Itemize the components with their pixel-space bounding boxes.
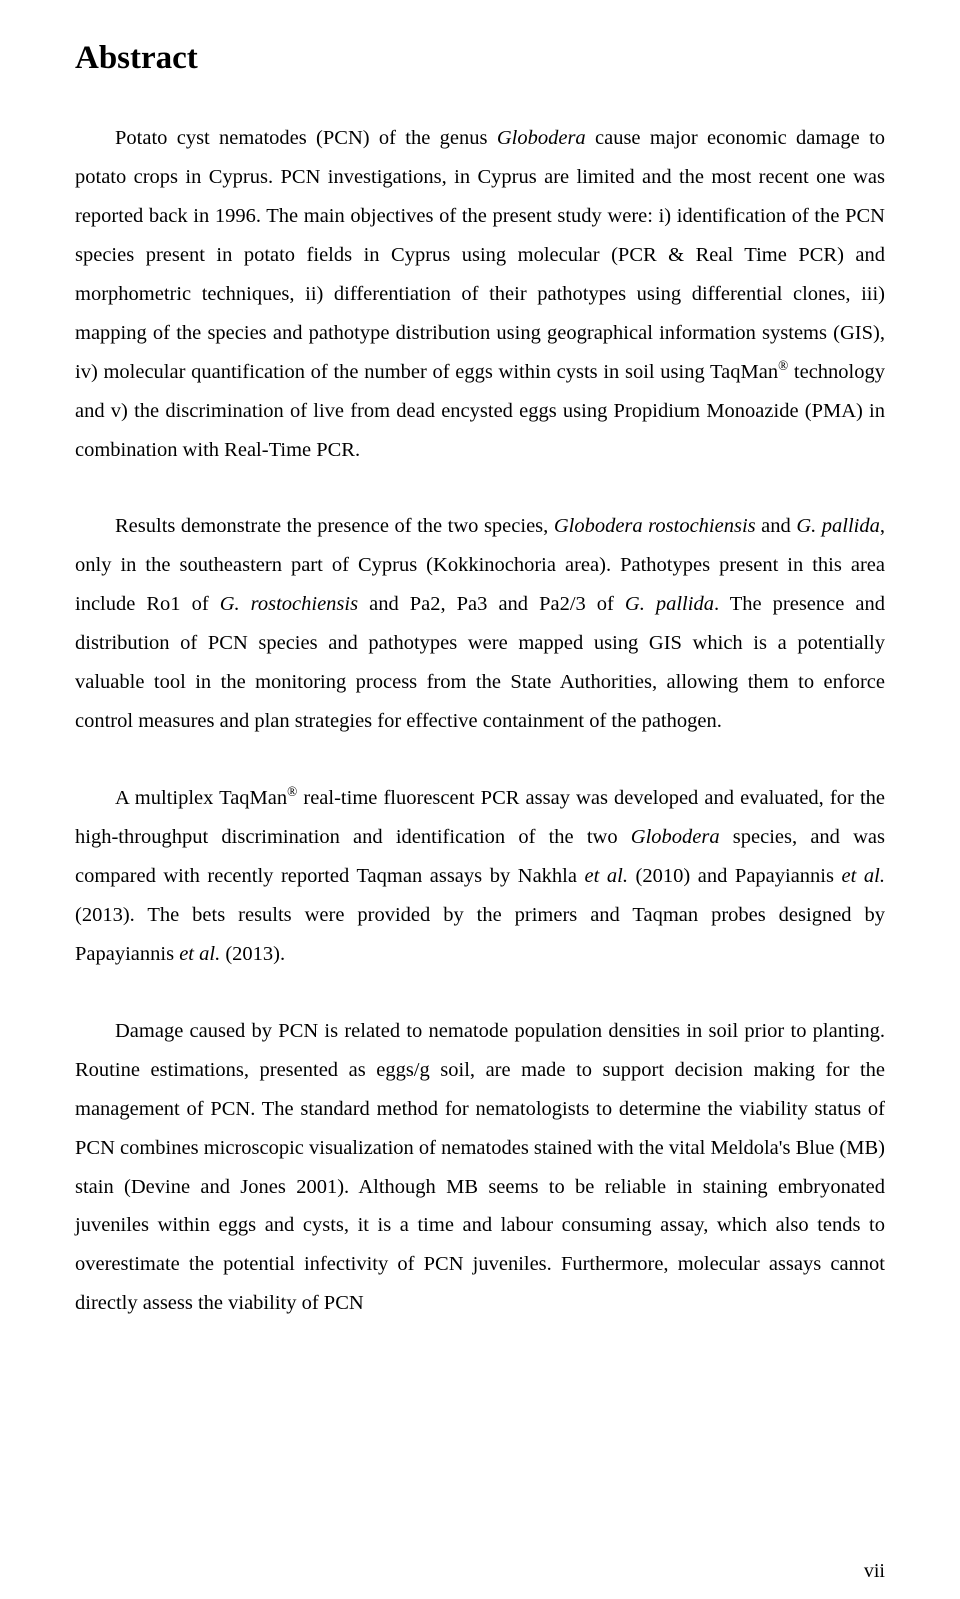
p1-seg1: Potato cyst nematodes (PCN) of the genus — [115, 127, 497, 149]
abstract-title: Abstract — [75, 40, 885, 77]
p2-seg2-italic: Globodera rostochiensis — [554, 515, 756, 537]
paragraph-4: Damage caused by PCN is related to nemat… — [75, 1012, 885, 1324]
p2-seg1: Results demonstrate the presence of the … — [115, 515, 554, 537]
p3-seg1: A multiplex TaqMan — [115, 787, 287, 809]
paragraph-1: Potato cyst nematodes (PCN) of the genus… — [75, 119, 885, 469]
p2-seg3: and — [756, 515, 797, 537]
p1-seg4-sup: ® — [778, 358, 788, 373]
p3-seg10-italic: et al. — [179, 943, 220, 965]
p3-seg8-italic: et al. — [842, 865, 885, 887]
page-number: vii — [864, 1560, 885, 1583]
p1-seg2-italic: Globodera — [497, 127, 586, 149]
p3-seg4-italic: Globodera — [631, 826, 720, 848]
p3-seg7: (2010) and Papayiannis — [628, 865, 842, 887]
paragraph-2: Results demonstrate the presence of the … — [75, 507, 885, 741]
p3-seg2-sup: ® — [287, 784, 297, 799]
p1-seg3: cause major economic damage to potato cr… — [75, 127, 885, 383]
p4-seg1: Damage caused by PCN is related to nemat… — [75, 1020, 885, 1315]
p2-seg7: and Pa2, Pa3 and Pa2/3 of — [358, 593, 625, 615]
p2-seg4-italic: G. pallida — [796, 515, 880, 537]
paragraph-3: A multiplex TaqMan® real-time fluorescen… — [75, 779, 885, 974]
p2-seg8-italic: G. pallida — [625, 593, 714, 615]
p2-seg6-italic: G. rostochiensis — [220, 593, 358, 615]
p3-seg6-italic: et al. — [585, 865, 628, 887]
p3-seg11: (2013). — [220, 943, 285, 965]
